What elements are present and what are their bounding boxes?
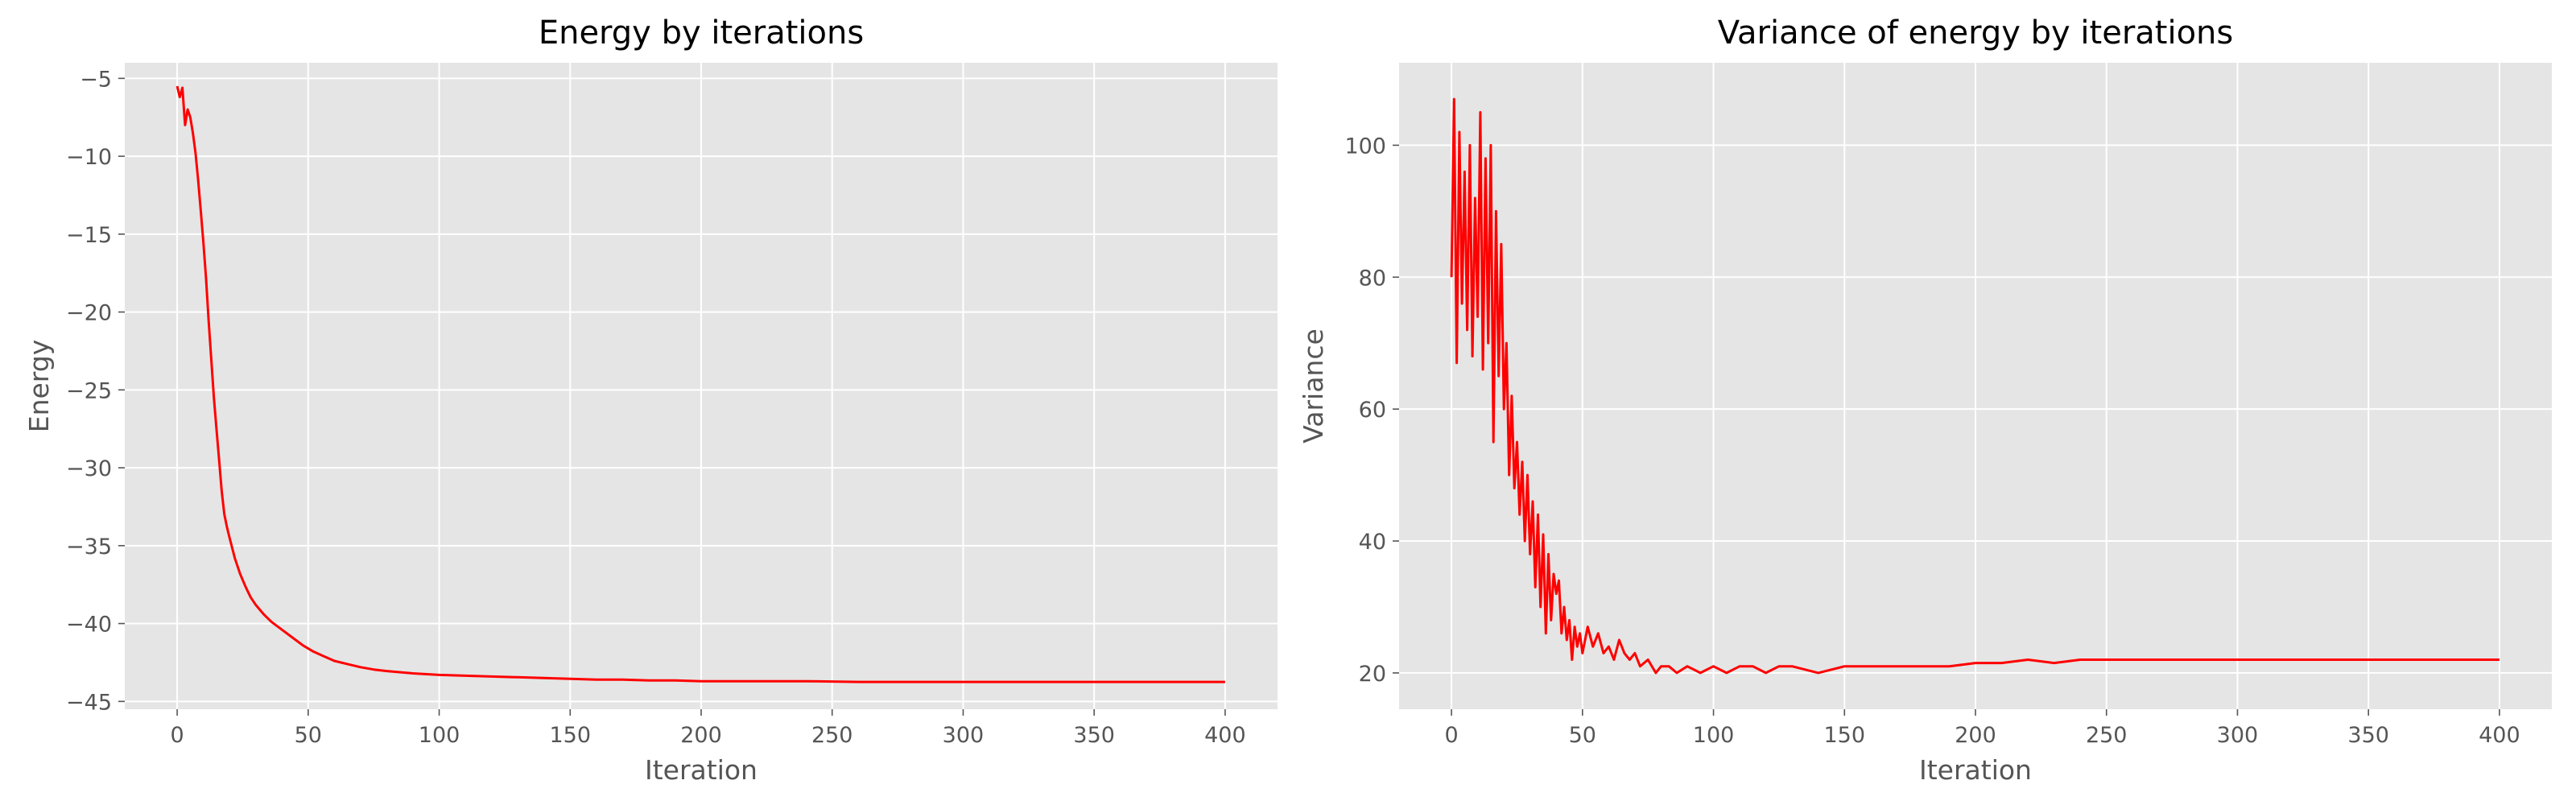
y-tick-label: −5 — [80, 67, 112, 92]
x-tick-label: 150 — [549, 723, 591, 748]
y-tick-label: −20 — [66, 301, 112, 326]
x-tick-label: 250 — [811, 723, 853, 748]
x-tick-label: 50 — [295, 723, 322, 748]
x-tick-label: 0 — [1444, 723, 1458, 748]
y-tick-label: −10 — [66, 145, 112, 170]
y-tick-label: −25 — [66, 378, 112, 403]
series-line — [175, 85, 1225, 683]
variance-chart: 0 50 100 150 200 250 300 350 400 20 40 60 80 100 Varia… — [1298, 14, 2552, 786]
y-tick-label: −40 — [66, 613, 112, 638]
series-line — [1450, 97, 2500, 675]
x-tick-label: 50 — [1569, 723, 1596, 748]
x-tick-label: 250 — [2086, 723, 2128, 748]
x-axis-label: Iteration — [645, 754, 758, 786]
y-tick-label: 40 — [1359, 530, 1386, 555]
y-tick-label: 60 — [1359, 398, 1386, 423]
x-tick-label: 400 — [2479, 723, 2520, 748]
y-tick-label: −45 — [66, 690, 112, 715]
x-tick-label: 100 — [1693, 723, 1735, 748]
y-axis-label: Variance — [1298, 328, 1329, 444]
x-tick-label: 300 — [943, 723, 985, 748]
y-tick-label: 100 — [1344, 134, 1386, 159]
x-tick-label: 350 — [2347, 723, 2389, 748]
y-axis-label: Energy — [23, 340, 55, 433]
x-tick-label: 200 — [680, 723, 722, 748]
y-tick-label: 80 — [1359, 266, 1386, 291]
x-tick-label: 350 — [1073, 723, 1115, 748]
x-tick-label: 400 — [1204, 723, 1246, 748]
x-tick-label: 200 — [1955, 723, 1996, 748]
x-axis-label: Iteration — [1919, 754, 2032, 786]
x-tick-label: 100 — [419, 723, 460, 748]
x-tick-label: 150 — [1823, 723, 1865, 748]
y-tick-label: −30 — [66, 456, 112, 481]
y-tick-label: −35 — [66, 535, 112, 559]
x-tick-label: 0 — [170, 723, 184, 748]
y-tick-label: 20 — [1359, 662, 1386, 687]
y-tick-label: −15 — [66, 223, 112, 248]
chart-title: Energy by iterations — [539, 14, 864, 52]
x-tick-label: 300 — [2217, 723, 2259, 748]
energy-chart: 0 50 100 150 200 250 300 350 400 −5 −10 −15 −20 −25 −3… — [23, 14, 1278, 786]
chart-title: Variance of energy by iterations — [1718, 14, 2233, 52]
